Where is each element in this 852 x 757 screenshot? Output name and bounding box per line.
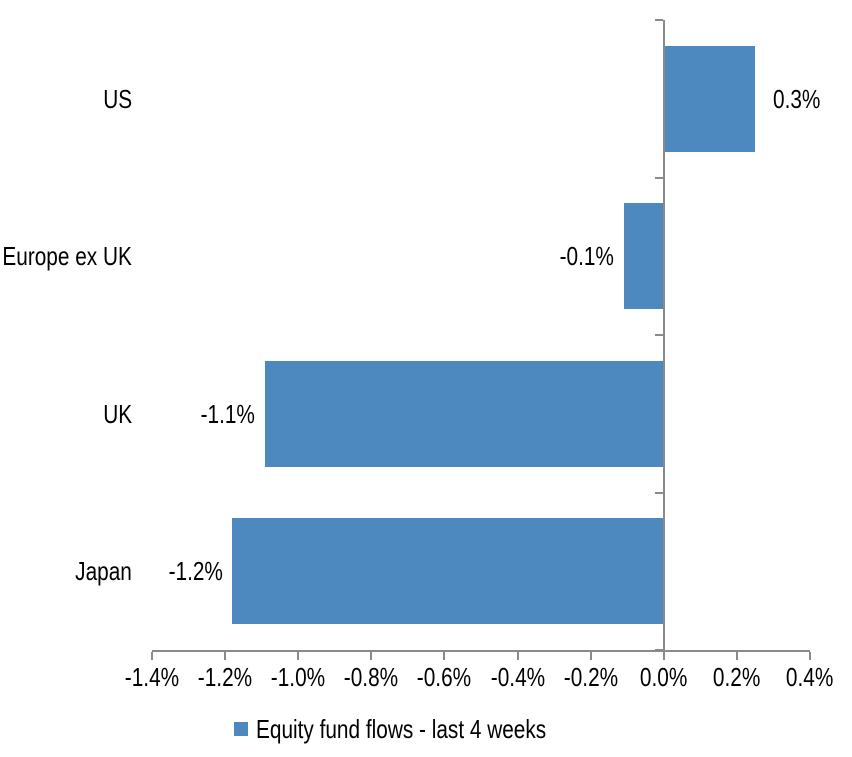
category-label-text: US: [103, 83, 132, 114]
x-axis-tick: [443, 652, 446, 660]
x-axis-tick: [370, 652, 373, 660]
category-label-uk: UK: [96, 399, 132, 429]
x-axis-tick-label: -1.0%: [238, 662, 358, 692]
x-axis-tick: [516, 652, 519, 660]
data-label-japan: -1.2%: [155, 556, 223, 587]
category-label-text: UK: [103, 398, 132, 429]
data-label-text: -1.1%: [200, 398, 256, 429]
x-axis-tick-label: -0.6%: [384, 662, 504, 692]
x-axis-tick-label-text: -1.0%: [271, 662, 326, 692]
category-label-us: US: [96, 84, 132, 114]
x-axis-tick-label-text: -0.4%: [490, 662, 545, 692]
legend-label: Equity fund flows - last 4 weeks: [256, 714, 619, 744]
x-axis-tick-label: -1.2%: [165, 662, 285, 692]
x-axis-tick-label-text: 0.2%: [713, 662, 761, 692]
data-label-text: -1.2%: [168, 556, 223, 587]
category-label-text: Japan: [75, 556, 132, 587]
x-axis-tick-label: -0.4%: [458, 662, 578, 692]
data-label-us: 0.3%: [773, 84, 832, 114]
y-axis-tick: [654, 334, 663, 336]
x-axis-tick-label: -1.4%: [92, 662, 212, 692]
x-axis-tick-label-text: -0.6%: [417, 662, 472, 692]
x-axis-tick-label: -0.2%: [531, 662, 651, 692]
x-axis-tick: [297, 652, 300, 660]
data-label-europe-ex-uk: -0.1%: [546, 241, 614, 272]
legend-swatch-icon: [233, 722, 248, 736]
x-axis-tick-label-text: -0.2%: [563, 662, 618, 692]
category-label-japan: Japan: [61, 556, 132, 586]
data-label-uk: -1.1%: [187, 399, 255, 429]
x-axis-tick: [224, 652, 227, 660]
x-axis-tick: [151, 652, 153, 660]
x-axis-tick: [809, 652, 811, 660]
x-axis-tick: [662, 652, 665, 660]
bar-uk: [265, 360, 664, 467]
data-label-text: -0.1%: [559, 241, 614, 272]
x-axis-tick: [589, 652, 592, 660]
y-axis-tick: [654, 19, 663, 21]
x-axis-tick-label-text: 0.0%: [640, 662, 688, 692]
x-axis-tick-label: 0.2%: [677, 662, 797, 692]
legend-label-text: Equity fund flows - last 4 weeks: [255, 714, 546, 744]
x-axis-tick-label: 0.0%: [604, 662, 724, 692]
x-axis-tick-label-text: -0.8%: [344, 662, 399, 692]
x-axis-tick: [735, 652, 738, 660]
bar-us: [663, 45, 756, 152]
x-axis-tick-label: 0.4%: [750, 662, 852, 692]
category-label-europe-ex-uk: Europe ex UK: [0, 241, 133, 272]
data-label-text: 0.3%: [773, 83, 821, 114]
bar-europe-ex-uk: [623, 203, 664, 310]
x-axis-tick-label-text: -1.2%: [197, 662, 253, 692]
y-axis-line: [662, 20, 665, 650]
y-axis-tick: [654, 649, 663, 651]
legend: Equity fund flows - last 4 weeks: [0, 714, 852, 744]
x-axis-tick-label: -0.8%: [311, 662, 431, 692]
category-label-text: Europe ex UK: [2, 241, 133, 272]
y-axis-tick: [654, 176, 663, 179]
y-axis-tick: [654, 491, 663, 494]
x-axis-line: [152, 650, 810, 652]
bar-japan: [232, 518, 664, 625]
x-axis-tick-label-text: 0.4%: [786, 662, 834, 692]
x-axis-tick-label-text: -1.4%: [124, 662, 180, 692]
